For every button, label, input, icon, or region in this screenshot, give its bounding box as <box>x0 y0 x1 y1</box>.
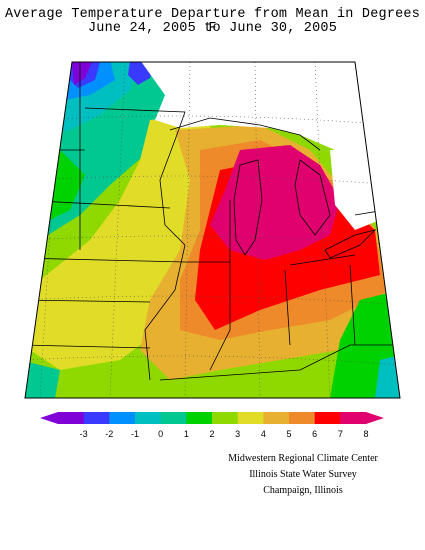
legend-label: 2 <box>209 429 214 439</box>
legend-swatch <box>263 412 290 424</box>
legend-swatch <box>340 412 367 424</box>
state-boundary <box>349 264 356 346</box>
lake-michigan <box>233 159 263 256</box>
state-boundary <box>159 344 400 381</box>
credit-line-2: Illinois State Water Survey <box>249 469 357 480</box>
legend-swatch <box>314 412 341 424</box>
legend-label: 7 <box>338 429 343 439</box>
no-data-north <box>140 62 370 150</box>
legend-swatch <box>186 412 213 424</box>
lake-huron <box>294 159 331 236</box>
legend-label: -3 <box>80 429 88 439</box>
legend-label: -1 <box>131 429 139 439</box>
legend-label: 5 <box>286 429 291 439</box>
legend-label: 8 <box>363 429 368 439</box>
state-boundary <box>284 269 291 346</box>
credit-line-3: Champaign, Illinois <box>263 485 343 496</box>
region-1-southwest <box>25 360 60 398</box>
legend-swatch <box>58 412 85 424</box>
map-title-line-2: June 24, 2005 to June 30, 2005 <box>87 21 338 36</box>
legend-label: -2 <box>105 429 113 439</box>
state-boundary <box>25 257 230 263</box>
boundary-lines <box>25 62 400 381</box>
color-legend: -3 -2 -1 0 1 2 3 4 5 6 7 8 <box>40 412 384 439</box>
legend-label: 4 <box>261 429 266 439</box>
state-boundary <box>25 299 151 303</box>
legend-swatch <box>237 412 264 424</box>
state-boundary <box>209 200 231 371</box>
legend-label: 0 <box>158 429 163 439</box>
legend-label: 1 <box>184 429 189 439</box>
legend-label: 6 <box>312 429 317 439</box>
state-boundary <box>25 344 151 349</box>
legend-swatch <box>160 412 187 424</box>
legend-arrow-high <box>366 412 384 424</box>
region-0-southeast <box>375 355 400 398</box>
no-data-ontario <box>330 150 380 230</box>
map-title-line-1: Average Temperature Departure from Mean … <box>4 7 421 36</box>
legend-label: 3 <box>235 429 240 439</box>
legend-arrow-low <box>40 412 58 424</box>
legend-swatch <box>289 412 316 424</box>
contour-fills <box>25 62 400 398</box>
legend-swatch <box>109 412 136 424</box>
credit-line-1: Midwestern Regional Climate Center <box>228 453 378 464</box>
legend-swatch <box>83 412 110 424</box>
lake-erie <box>324 229 377 259</box>
legend-swatch <box>212 412 239 424</box>
region-minus-3 <box>72 62 92 85</box>
lake-superior-shore <box>169 117 321 151</box>
map-frame <box>24 61 401 399</box>
state-boundary <box>84 107 186 381</box>
state-boundary <box>289 254 356 266</box>
legend-swatch <box>135 412 162 424</box>
